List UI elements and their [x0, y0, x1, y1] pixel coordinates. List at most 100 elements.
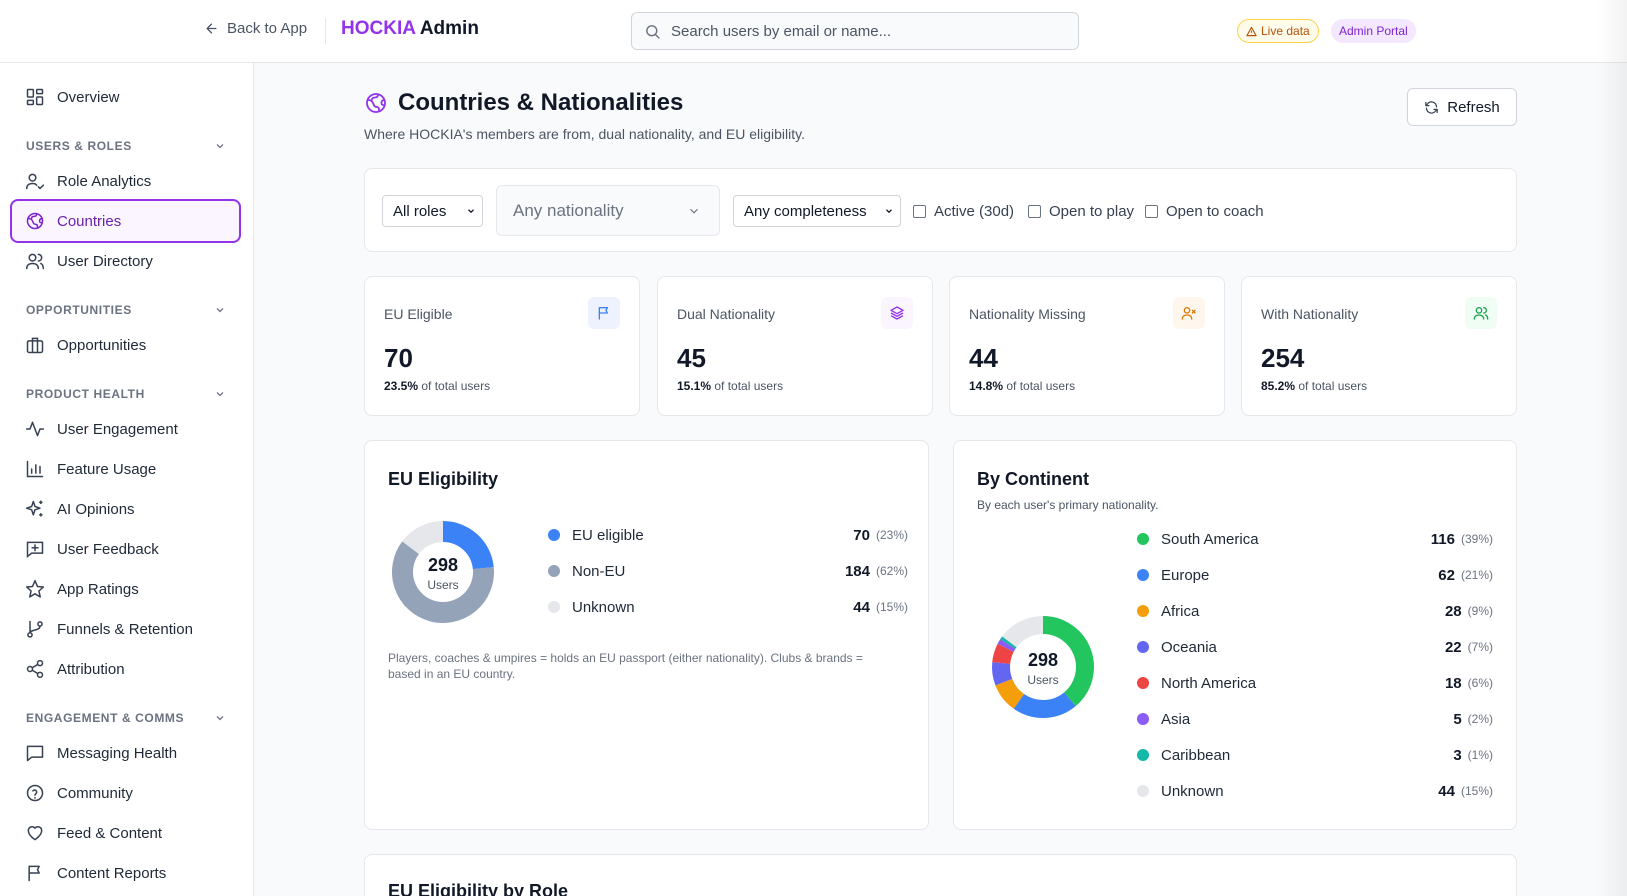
donut-slice-south-america[interactable]: [1042, 616, 1094, 707]
section-product-health[interactable]: PRODUCT HEALTH: [26, 384, 226, 404]
continent-donut-chart: 298 Users: [992, 616, 1094, 718]
section-opportunities[interactable]: OPPORTUNITIES: [26, 300, 226, 320]
legend-row[interactable]: Non-EU 184 (62%): [548, 561, 908, 581]
stat-percent-value: 85.2%: [1261, 379, 1296, 393]
legend-row[interactable]: Oceania 22 (7%): [1137, 637, 1493, 657]
bar-chart-icon: [26, 460, 44, 478]
globe-icon: [26, 212, 44, 230]
chevron-down-icon: [216, 144, 224, 149]
eu-eligibility-panel: EU Eligibility 298 Users EU eligible 70 (2…: [364, 440, 929, 830]
sidebar-item-content-reports[interactable]: Content Reports: [10, 851, 241, 895]
chevron-down-icon: [216, 392, 224, 397]
sidebar-item-feed[interactable]: Feed & Content: [10, 811, 241, 855]
stat-percent-value: 14.8%: [969, 379, 1004, 393]
legend-percent: (6%): [1467, 676, 1493, 690]
completeness-select[interactable]: Any completeness: [733, 195, 901, 227]
legend-row[interactable]: Caribbean 3 (1%): [1137, 745, 1493, 765]
brand-logo[interactable]: HOCKIA Admin: [341, 18, 479, 40]
stat-card-dual-nationality: Dual Nationality 45 15.1% of total users: [657, 276, 933, 416]
users-icon: [25, 253, 45, 270]
legend-dot: [1137, 533, 1149, 545]
legend-row[interactable]: North America 18 (6%): [1137, 673, 1493, 693]
nationality-select[interactable]: Any nationality: [496, 185, 720, 236]
legend-label: Unknown: [1161, 782, 1224, 800]
filter-bar: All roles Any nationality Any completene…: [364, 168, 1517, 252]
refresh-button[interactable]: Refresh: [1407, 88, 1517, 126]
legend-row[interactable]: Unknown 44 (15%): [1137, 781, 1493, 801]
legend-dot: [1137, 569, 1149, 581]
donut-slice-oceania[interactable]: [992, 662, 1013, 686]
sidebar-item-user-engagement[interactable]: User Engagement: [10, 407, 241, 451]
sidebar-item-app-ratings[interactable]: App Ratings: [10, 567, 241, 611]
sidebar-item-overview[interactable]: Overview: [10, 75, 241, 119]
sidebar-item-ai-opinions[interactable]: AI Opinions: [10, 487, 241, 531]
legend-row[interactable]: EU eligible 70 (23%): [548, 525, 908, 545]
stat-value: 70: [384, 343, 413, 373]
open-to-coach-checkbox[interactable]: Open to coach: [1145, 203, 1264, 220]
checkbox-box[interactable]: [1145, 205, 1158, 218]
legend-row[interactable]: South America 116 (39%): [1137, 529, 1493, 549]
legend-percent: (21%): [1460, 568, 1493, 582]
sidebar-item-role-analytics[interactable]: Role Analytics: [10, 159, 241, 203]
legend-row[interactable]: Asia 5 (2%): [1137, 709, 1493, 729]
sidebar-item-label: Content Reports: [57, 864, 167, 882]
sidebar-item-feature-usage[interactable]: Feature Usage: [10, 447, 241, 491]
sidebar-item-messaging[interactable]: Messaging Health: [10, 731, 241, 775]
legend-percent: (62%): [875, 564, 908, 578]
legend-dot: [1137, 785, 1149, 797]
sidebar-item-countries[interactable]: Countries: [10, 199, 241, 243]
legend-dot: [548, 601, 560, 613]
donut-slice-africa[interactable]: [995, 678, 1025, 709]
brand-rest: Admin: [419, 18, 479, 39]
donut-slice-unknown[interactable]: [402, 521, 444, 555]
donut-slice-asia[interactable]: [997, 639, 1016, 653]
nationality-select-value: Any nationality: [513, 200, 624, 220]
live-data-label: Live data: [1261, 24, 1310, 38]
donut-slice-europe[interactable]: [1013, 692, 1076, 718]
donut-slice-non-eu[interactable]: [392, 541, 494, 623]
star-icon: [25, 579, 45, 598]
section-users-roles[interactable]: USERS & ROLES: [26, 136, 226, 156]
legend-dot: [1137, 749, 1149, 761]
sidebar-item-label: Messaging Health: [57, 744, 178, 762]
donut-slice-north-america[interactable]: [992, 643, 1014, 665]
checkbox-label: Open to play: [1049, 203, 1135, 220]
donut-slice-unknown[interactable]: [1002, 616, 1044, 648]
legend-row[interactable]: Europe 62 (21%): [1137, 565, 1493, 585]
sidebar-item-user-feedback[interactable]: User Feedback: [10, 527, 241, 571]
back-to-app-link[interactable]: Back to App: [204, 20, 307, 37]
legend-label: Africa: [1161, 602, 1200, 620]
sidebar-item-user-directory[interactable]: User Directory: [10, 239, 241, 283]
sidebar-item-attribution[interactable]: Attribution: [10, 647, 241, 691]
legend-row[interactable]: Unknown 44 (15%): [548, 597, 908, 617]
search-box[interactable]: [631, 12, 1079, 50]
checkbox-box[interactable]: [913, 205, 926, 218]
checkbox-box[interactable]: [1028, 205, 1041, 218]
stat-card-nationality-missing: Nationality Missing 44 14.8% of total us…: [949, 276, 1225, 416]
donut-center-value: 298: [428, 555, 458, 575]
active-30d-checkbox[interactable]: Active (30d): [913, 203, 1014, 220]
chevron-down-icon: [690, 208, 698, 214]
donut-slice-eu-eligible[interactable]: [442, 521, 494, 570]
legend-value: 5: [1453, 710, 1462, 728]
donut-slice-caribbean[interactable]: [1000, 636, 1017, 649]
users-icon: [1473, 307, 1489, 320]
legend-row[interactable]: Africa 28 (9%): [1137, 601, 1493, 621]
role-select[interactable]: All roles: [382, 195, 483, 227]
sidebar-item-opportunities[interactable]: Opportunities: [10, 323, 241, 367]
legend-label: Oceania: [1161, 638, 1217, 656]
sidebar-item-label: Role Analytics: [57, 172, 152, 190]
sidebar-item-label: Community: [57, 784, 133, 802]
header-divider: [325, 18, 326, 44]
layers-icon: [890, 306, 904, 320]
section-engagement[interactable]: ENGAGEMENT & COMMS: [26, 708, 226, 728]
legend-label: North America: [1161, 674, 1257, 692]
eu-by-role-panel: EU Eligibility by Role: [364, 854, 1517, 896]
legend-value: 3: [1453, 746, 1462, 764]
search-input[interactable]: [671, 22, 1051, 40]
stat-percent-value: 15.1%: [677, 379, 712, 393]
open-to-play-checkbox[interactable]: Open to play: [1028, 203, 1134, 220]
sidebar-item-community[interactable]: Community: [10, 771, 241, 815]
legend-value: 44: [1438, 782, 1455, 800]
sidebar-item-funnels[interactable]: Funnels & Retention: [10, 607, 241, 651]
